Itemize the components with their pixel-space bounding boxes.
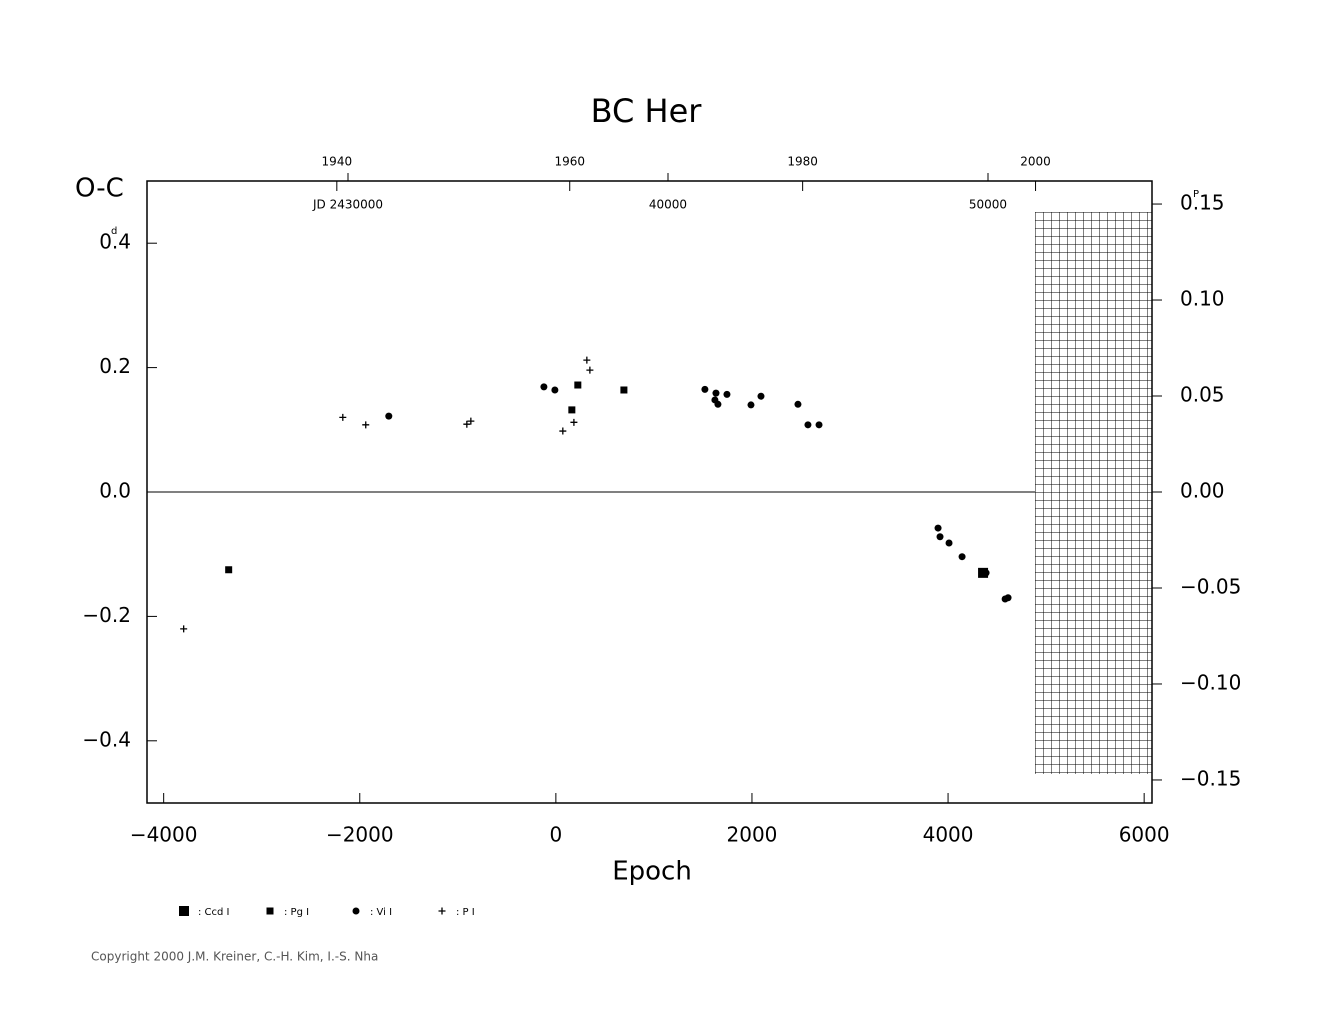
x-tick-label: 2000 [727, 823, 778, 847]
x-tick-label: 0 [549, 823, 562, 847]
point [723, 390, 731, 398]
x2-tick-label: 2000 [1020, 155, 1051, 169]
y-tick-label: 0.4 [99, 230, 131, 254]
y2-tick-label: −0.10 [1180, 670, 1241, 694]
y2-unit: P [1193, 189, 1199, 200]
point [714, 400, 722, 408]
y-axis-label: O-C [75, 174, 124, 204]
point [958, 553, 966, 561]
point [225, 566, 233, 574]
legend-marker [179, 906, 189, 916]
point [583, 356, 591, 364]
point [936, 533, 944, 541]
copyright: Copyright 2000 J.M. Kreiner, C.-H. Kim, … [91, 950, 378, 964]
y-unit: d [111, 226, 117, 237]
x-tick-label: 6000 [1119, 823, 1170, 847]
legend-label: : Pg I [284, 907, 309, 918]
point [568, 406, 576, 414]
point [180, 625, 188, 633]
y-tick-label: 0.0 [99, 479, 131, 503]
x-tick-label: −2000 [326, 823, 394, 847]
legend-marker [352, 907, 360, 915]
legend-marker [438, 907, 446, 915]
point [712, 389, 720, 397]
point [362, 421, 370, 429]
x2-tick-label: 1980 [787, 155, 818, 169]
point [757, 392, 765, 400]
point [540, 383, 548, 391]
legend-label: : P I [456, 907, 475, 918]
y2-tick-label: 0.10 [1180, 287, 1225, 311]
x-tick-label: 4000 [923, 823, 974, 847]
point [559, 427, 567, 435]
point [551, 386, 559, 394]
y2-tick-label: −0.15 [1180, 766, 1241, 790]
legend-marker [266, 907, 274, 915]
y2-tick-label: −0.05 [1180, 574, 1241, 598]
y-tick-label: 0.2 [99, 354, 131, 378]
chart-title: BC Her [591, 92, 703, 130]
point [934, 524, 942, 532]
point [794, 400, 802, 408]
point [620, 386, 628, 394]
point [701, 385, 709, 393]
x3-tick-label: 50000 [969, 198, 1007, 212]
point [339, 413, 347, 421]
point [463, 420, 471, 428]
x-axis-label: Epoch [612, 857, 692, 887]
y2-tick-label: 0.00 [1180, 479, 1225, 503]
point [804, 421, 812, 429]
point [945, 539, 953, 547]
point [982, 569, 990, 577]
x2-tick-label: 1940 [322, 155, 353, 169]
point [570, 418, 578, 426]
x3-tick-label: JD 2430000 [312, 198, 383, 212]
legend-label: : Ccd I [198, 907, 230, 918]
point [747, 401, 755, 409]
point [467, 417, 475, 425]
point [1004, 594, 1012, 602]
point [586, 366, 594, 374]
future-hatch [1035, 212, 1152, 774]
x3-tick-label: 40000 [649, 198, 687, 212]
x-tick-label: −4000 [130, 823, 198, 847]
y-tick-label: −0.4 [82, 727, 131, 751]
point [385, 412, 393, 420]
y2-tick-label: 0.05 [1180, 383, 1225, 407]
point [815, 421, 823, 429]
legend-label: : Vi I [370, 907, 392, 918]
y2-tick-label: 0.15 [1180, 191, 1225, 215]
y-tick-label: −0.2 [82, 603, 131, 627]
x2-tick-label: 1960 [554, 155, 585, 169]
point [574, 381, 582, 389]
